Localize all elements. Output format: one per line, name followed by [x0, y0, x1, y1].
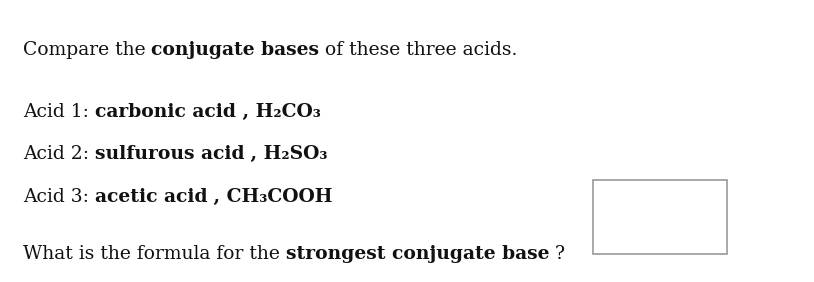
Text: , CH₃COOH: , CH₃COOH	[208, 188, 333, 206]
Text: Acid 1:: Acid 1:	[23, 103, 94, 121]
Text: Acid 3:: Acid 3:	[23, 188, 94, 206]
Text: Compare the: Compare the	[23, 41, 151, 59]
Text: carbonic acid: carbonic acid	[94, 103, 236, 121]
Text: of these three acids.: of these three acids.	[319, 41, 518, 59]
Text: ?: ?	[549, 245, 565, 263]
Text: , H₂CO₃: , H₂CO₃	[236, 103, 321, 121]
Text: Acid 2:: Acid 2:	[23, 145, 94, 163]
Text: conjugate bases: conjugate bases	[151, 41, 319, 59]
Text: sulfurous acid: sulfurous acid	[94, 145, 244, 163]
Text: strongest conjugate base: strongest conjugate base	[286, 245, 549, 263]
Text: What is the formula for the: What is the formula for the	[23, 245, 286, 263]
Text: , H₂SO₃: , H₂SO₃	[244, 145, 328, 163]
Text: acetic acid: acetic acid	[94, 188, 208, 206]
